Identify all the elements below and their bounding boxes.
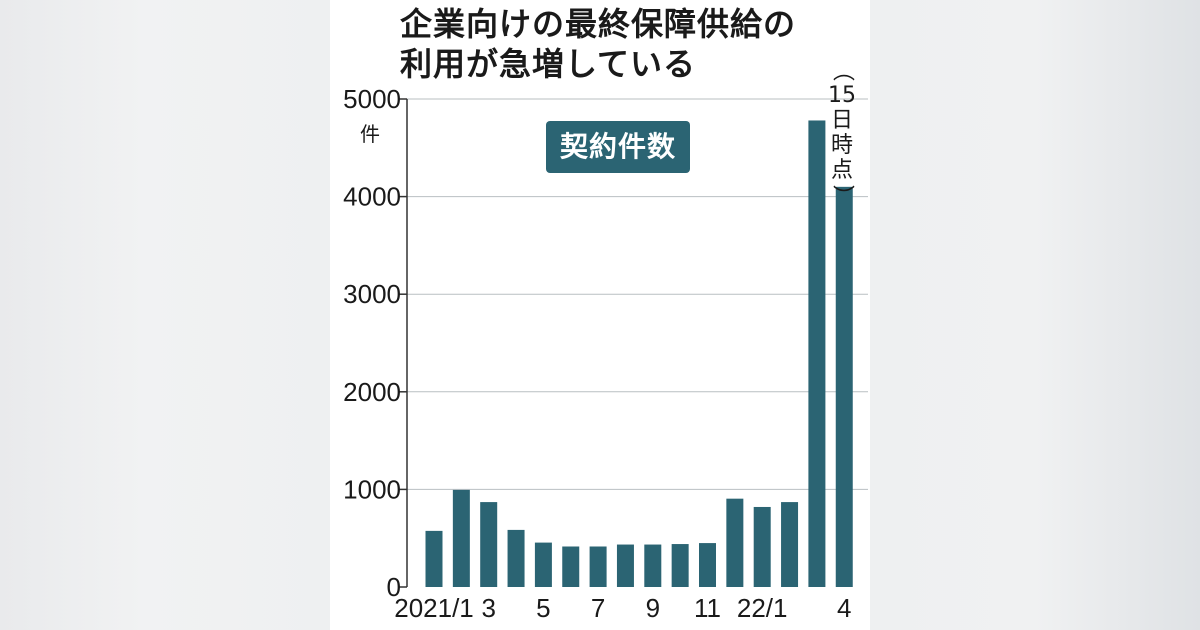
- bar: [425, 530, 443, 587]
- x-tick-label: 11: [694, 593, 721, 623]
- y-tick-label: 0: [387, 572, 401, 602]
- x-tick-label: 7: [591, 593, 605, 623]
- annotation-char-2: 時: [830, 133, 853, 158]
- y-tick-label: 4000: [343, 182, 401, 212]
- x-tick-label: 22/1: [737, 593, 788, 623]
- bar: [781, 502, 799, 587]
- annotation-number: 15: [828, 83, 856, 108]
- bar: [452, 489, 470, 587]
- bar: [671, 544, 689, 587]
- x-tick-label: 9: [646, 593, 660, 623]
- bar: [753, 506, 771, 587]
- annotation-note: （ 15 日 時 点 ）: [827, 58, 857, 208]
- bar: [616, 544, 634, 587]
- y-axis-unit: 件: [360, 122, 380, 146]
- bar: [589, 546, 607, 587]
- chart-title-line-2: 利用が急増している: [400, 45, 697, 83]
- annotation-char-3: 点: [830, 158, 853, 183]
- bar: [480, 502, 498, 587]
- x-tick-label: 3: [481, 593, 495, 623]
- bar: [835, 186, 853, 587]
- chart-title: 企業向けの最終保障供給の 利用が急増している: [400, 4, 820, 84]
- bar: [644, 544, 662, 587]
- background-right: [870, 0, 1200, 630]
- chart-title-line-1: 企業向けの最終保障供給の: [400, 5, 797, 43]
- bar: [808, 120, 826, 588]
- annotation-char-1: 日: [830, 108, 853, 133]
- bar: [699, 543, 716, 587]
- x-tick-label: 2021/1: [394, 593, 474, 623]
- y-tick-label: 1000: [343, 474, 401, 504]
- y-tick-label: 3000: [343, 279, 401, 309]
- y-tick-label: 5000: [343, 84, 401, 114]
- y-tick-label: 2000: [343, 377, 401, 407]
- bar: [507, 529, 525, 587]
- annotation-close-paren: ）: [829, 184, 855, 207]
- x-tick-label: 5: [536, 593, 550, 623]
- annotation-open-paren: （: [829, 59, 855, 82]
- chart-card: [330, 0, 870, 630]
- series-badge: 契約件数: [546, 121, 690, 173]
- x-tick-label: 4: [837, 593, 851, 623]
- bar: [726, 498, 744, 587]
- bar: [562, 546, 580, 587]
- bar: [534, 542, 552, 587]
